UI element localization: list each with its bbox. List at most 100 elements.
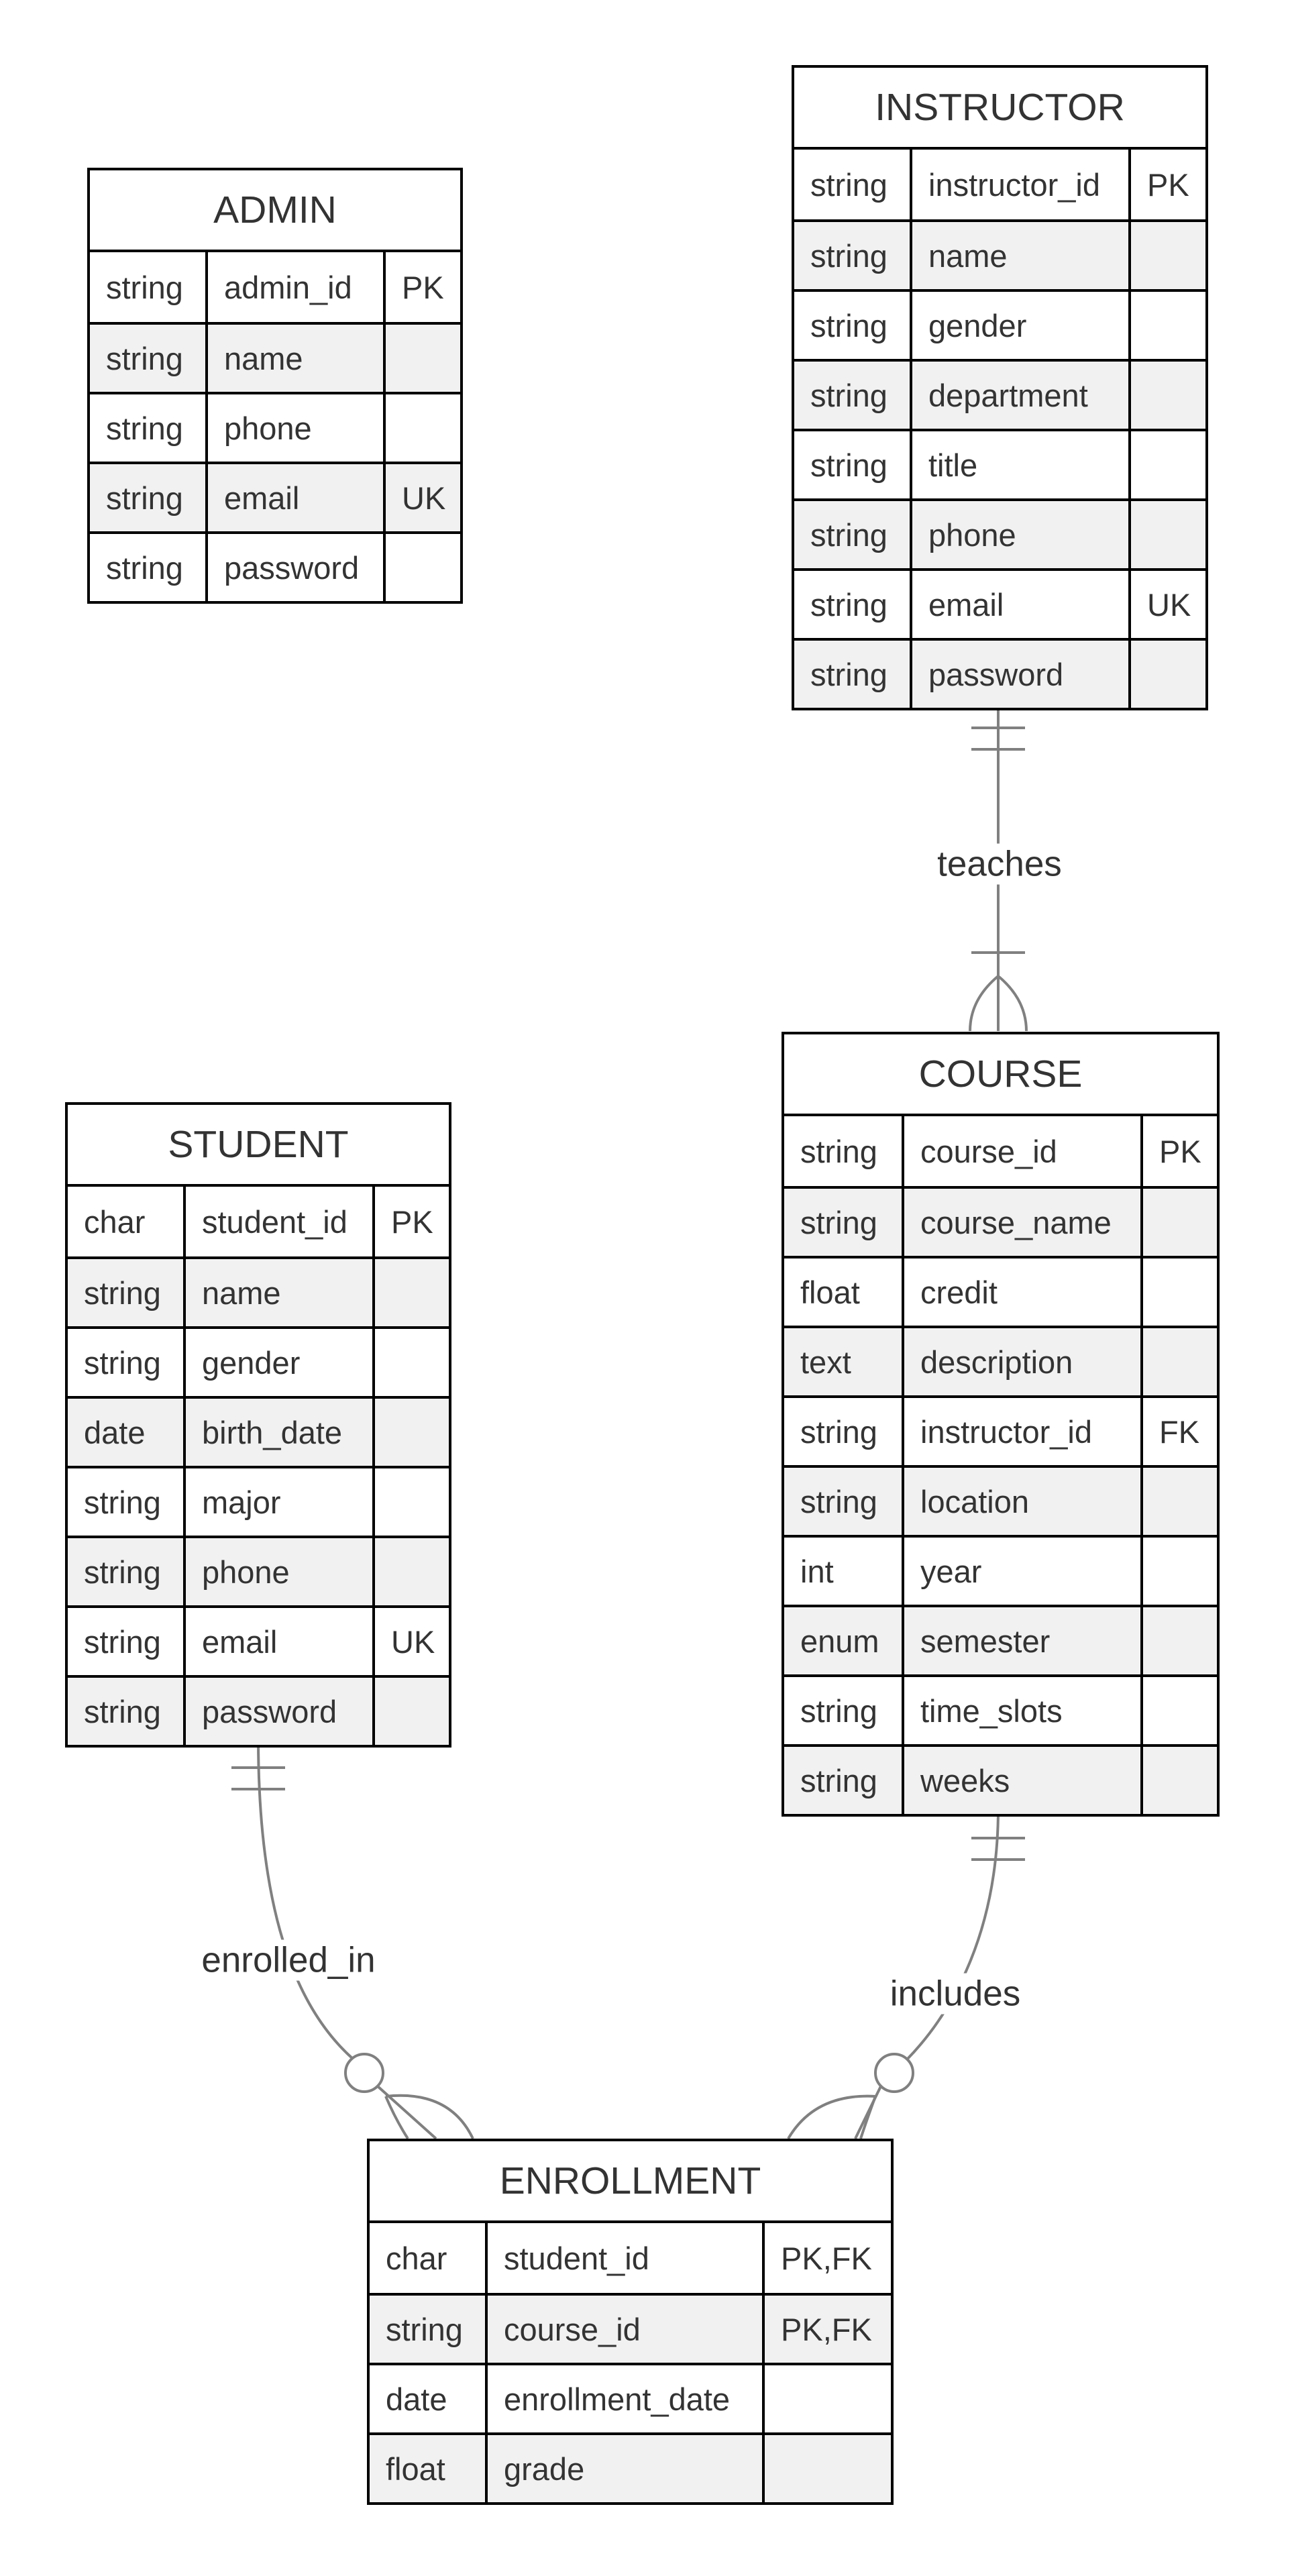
attribute-name: instructor_id [902, 1398, 1140, 1465]
attribute-type: string [106, 480, 183, 516]
attribute-type: enum [800, 1623, 879, 1659]
attribute-row[interactable]: string gender [794, 289, 1205, 359]
attribute-key: PK [1140, 1116, 1217, 1186]
attribute-name: course_id [902, 1116, 1140, 1186]
attribute-row[interactable]: string password [90, 531, 460, 601]
rel-enrolled-in-line [231, 1738, 474, 2140]
attribute-key: PK,FK [762, 2223, 891, 2293]
attribute-row[interactable]: enum semester [784, 1605, 1217, 1674]
attribute-row[interactable]: string name [794, 219, 1205, 289]
attribute-key [383, 325, 460, 392]
attribute-type: float [800, 1274, 860, 1310]
zero-marker [344, 2053, 384, 2093]
attribute-key [1140, 1258, 1217, 1326]
attribute-row[interactable]: string course_id PK [784, 1116, 1217, 1186]
attribute-name: password [183, 1678, 372, 1745]
entity-title: INSTRUCTOR [794, 68, 1205, 150]
attribute-row[interactable]: string department [794, 359, 1205, 429]
attribute-type: string [810, 377, 888, 413]
attribute-key [1140, 1677, 1217, 1744]
attribute-name: course_name [902, 1189, 1140, 1256]
attribute-type: string [800, 1413, 877, 1450]
attribute-key [1128, 222, 1205, 289]
attribute-row[interactable]: date enrollment_date [370, 2363, 891, 2432]
attribute-type: string [810, 237, 888, 274]
attribute-name: description [902, 1328, 1140, 1395]
attribute-key: FK [1140, 1398, 1217, 1465]
attribute-type: string [810, 166, 888, 203]
attribute-name: title [910, 431, 1128, 498]
attribute-row[interactable]: string name [90, 322, 460, 392]
attribute-type: string [810, 307, 888, 343]
attribute-row[interactable]: string course_id PK,FK [370, 2293, 891, 2363]
attribute-key [1128, 292, 1205, 359]
entity-student[interactable]: STUDENT char student_id PK string name string… [65, 1102, 451, 1748]
attribute-row[interactable]: char student_id PK,FK [370, 2223, 891, 2293]
attribute-name: time_slots [902, 1677, 1140, 1744]
entity-admin[interactable]: ADMIN string admin_id PK string name string ph… [87, 168, 463, 604]
attribute-row[interactable]: string gender [68, 1326, 449, 1396]
attribute-name: student_id [485, 2223, 762, 2293]
entity-instructor[interactable]: INSTRUCTOR string instructor_id PK string na… [792, 65, 1208, 710]
attribute-key [372, 1678, 449, 1745]
attribute-row[interactable]: string email UK [90, 462, 460, 531]
attribute-name: semester [902, 1607, 1140, 1674]
attribute-row[interactable]: string major [68, 1466, 449, 1536]
entity-course[interactable]: COURSE string course_id PK string course_nam… [782, 1032, 1220, 1817]
attribute-row[interactable]: string weeks [784, 1744, 1217, 1814]
crowfoot-marker [859, 2096, 877, 2139]
attribute-name: location [902, 1468, 1140, 1535]
attribute-row[interactable]: string location [784, 1465, 1217, 1535]
attribute-name: course_id [485, 2296, 762, 2363]
attribute-type: char [386, 2240, 447, 2276]
entity-enrollment[interactable]: ENROLLMENT char student_id PK,FK string cour… [367, 2139, 894, 2505]
attribute-key [762, 2435, 891, 2502]
attribute-row[interactable]: string admin_id PK [90, 252, 460, 322]
attribute-row[interactable]: date birth_date [68, 1396, 449, 1466]
attribute-key [762, 2365, 891, 2432]
attribute-row[interactable]: string password [68, 1675, 449, 1745]
attribute-row[interactable]: string title [794, 429, 1205, 498]
entity-title: ENROLLMENT [370, 2141, 891, 2223]
attribute-type: string [810, 586, 888, 623]
zero-marker [874, 2053, 914, 2093]
attribute-row[interactable]: string instructor_id FK [784, 1395, 1217, 1465]
attribute-row[interactable]: string time_slots [784, 1674, 1217, 1744]
attribute-name: phone [183, 1538, 372, 1605]
attribute-type: string [84, 1554, 161, 1590]
attribute-name: email [183, 1608, 372, 1675]
attribute-type: string [84, 1693, 161, 1729]
attribute-type: string [106, 410, 183, 446]
attribute-row[interactable]: string name [68, 1256, 449, 1326]
attribute-row[interactable]: string instructor_id PK [794, 150, 1205, 219]
attribute-row[interactable]: string phone [68, 1536, 449, 1605]
attribute-row[interactable]: string email UK [794, 568, 1205, 638]
attribute-row[interactable]: float grade [370, 2432, 891, 2502]
attribute-row[interactable]: char student_id PK [68, 1187, 449, 1256]
attribute-key: PK,FK [762, 2296, 891, 2363]
attribute-type: string [386, 2311, 463, 2347]
attribute-row[interactable]: text description [784, 1326, 1217, 1395]
attribute-key: UK [1128, 571, 1205, 638]
attribute-name: password [205, 534, 383, 601]
attribute-type: string [810, 517, 888, 553]
attribute-row[interactable]: string email UK [68, 1605, 449, 1675]
attribute-key [372, 1259, 449, 1326]
attribute-row[interactable]: string password [794, 638, 1205, 708]
attribute-name: name [910, 222, 1128, 289]
attribute-row[interactable]: string course_name [784, 1186, 1217, 1256]
attribute-row[interactable]: string phone [794, 498, 1205, 568]
attribute-key [1140, 1468, 1217, 1535]
attribute-key [1140, 1747, 1217, 1814]
attribute-row[interactable]: string phone [90, 392, 460, 462]
attribute-name: birth_date [183, 1399, 372, 1466]
attribute-key [1128, 362, 1205, 429]
attribute-key [1128, 501, 1205, 568]
entity-title: STUDENT [68, 1105, 449, 1187]
attribute-key [1140, 1538, 1217, 1605]
attribute-type: string [84, 1344, 161, 1381]
attribute-type: string [800, 1133, 877, 1169]
attribute-row[interactable]: float credit [784, 1256, 1217, 1326]
attribute-row[interactable]: int year [784, 1535, 1217, 1605]
rel-label-includes: includes [885, 1973, 1025, 2015]
